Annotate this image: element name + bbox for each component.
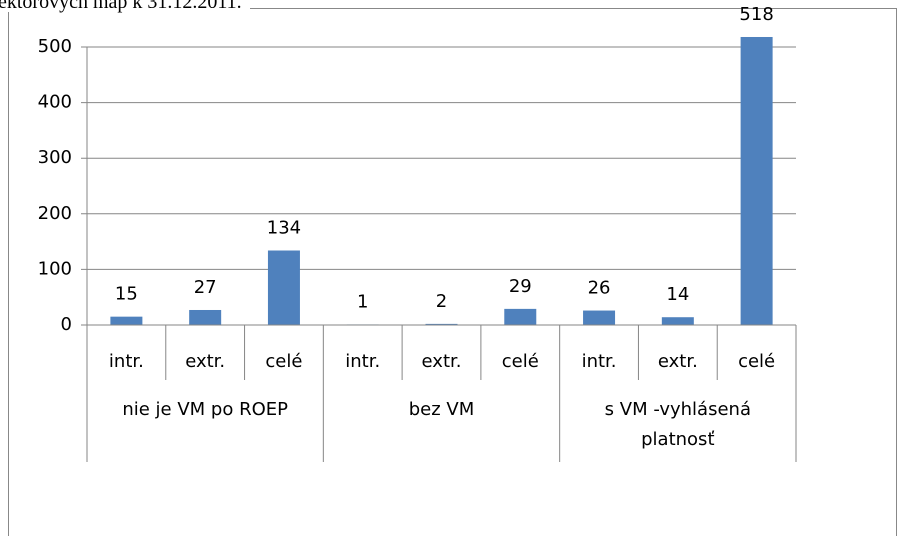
bar <box>425 323 458 325</box>
x-tick-label: extr. <box>185 351 225 372</box>
chart-frame <box>8 8 897 536</box>
x-tick-label: intr. <box>345 351 380 372</box>
bar <box>661 317 694 325</box>
data-label: 26 <box>588 278 611 299</box>
bar <box>189 309 222 325</box>
bar <box>583 310 616 325</box>
data-label: 518 <box>739 4 773 25</box>
x-tick-label: extr. <box>658 351 698 372</box>
y-tick-label: 500 <box>38 36 72 57</box>
y-tick-label: 300 <box>38 147 72 168</box>
data-label: 14 <box>666 284 689 305</box>
y-tick-label: 200 <box>38 203 72 224</box>
group-label: s VM -vyhlásená platnosť <box>604 399 751 450</box>
x-tick-label: intr. <box>582 351 617 372</box>
data-label: 27 <box>194 277 217 298</box>
x-tick-label: intr. <box>109 351 144 372</box>
bar <box>110 316 143 325</box>
y-tick-label: 100 <box>38 258 72 279</box>
y-tick-label: 0 <box>61 314 72 335</box>
data-label: 15 <box>115 284 138 305</box>
data-label: 1 <box>357 291 368 312</box>
data-label: 2 <box>436 291 447 312</box>
x-tick-label: celé <box>738 351 775 372</box>
group-label: nie je VM po ROEP <box>122 399 288 420</box>
x-tick-label: celé <box>265 351 302 372</box>
chart-title: ektorových máp k 31.12.2011. <box>0 0 242 13</box>
group-label: bez VM <box>408 399 475 420</box>
bar <box>267 250 300 325</box>
bar <box>504 308 537 325</box>
y-tick-label: 400 <box>38 92 72 113</box>
data-label: 134 <box>267 217 301 238</box>
data-label: 29 <box>509 276 532 297</box>
bar <box>740 36 773 325</box>
title-backdrop <box>0 0 250 12</box>
x-tick-label: celé <box>502 351 539 372</box>
x-tick-label: extr. <box>422 351 462 372</box>
